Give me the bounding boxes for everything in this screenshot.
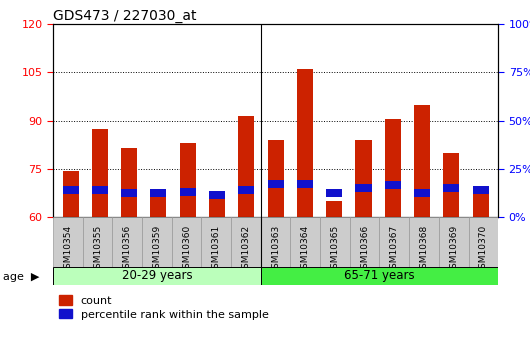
Bar bbox=[83, 217, 112, 267]
Bar bbox=[92, 129, 108, 217]
Bar bbox=[473, 191, 489, 217]
Text: GSM10356: GSM10356 bbox=[123, 225, 131, 274]
Bar bbox=[63, 171, 78, 217]
Text: 65-71 years: 65-71 years bbox=[344, 269, 415, 282]
Bar bbox=[268, 140, 284, 217]
Bar bbox=[443, 153, 460, 217]
Bar bbox=[414, 105, 430, 217]
Bar bbox=[92, 186, 108, 194]
Bar bbox=[356, 184, 372, 193]
Bar bbox=[63, 186, 78, 194]
Bar bbox=[356, 140, 372, 217]
Bar bbox=[121, 189, 137, 197]
Text: GSM10370: GSM10370 bbox=[479, 225, 488, 274]
Bar bbox=[290, 217, 320, 267]
Bar bbox=[201, 217, 231, 267]
Bar bbox=[297, 69, 313, 217]
Bar bbox=[209, 191, 225, 199]
Bar bbox=[443, 184, 460, 193]
Bar bbox=[379, 217, 409, 267]
Bar bbox=[439, 217, 469, 267]
Text: GSM10355: GSM10355 bbox=[93, 225, 102, 274]
Bar bbox=[473, 186, 489, 194]
Text: GSM10354: GSM10354 bbox=[64, 225, 72, 274]
Text: GSM10368: GSM10368 bbox=[420, 225, 428, 274]
Text: GSM10366: GSM10366 bbox=[360, 225, 369, 274]
Text: GSM10362: GSM10362 bbox=[242, 225, 250, 274]
Bar bbox=[151, 190, 166, 217]
Bar bbox=[112, 217, 142, 267]
Text: GSM10361: GSM10361 bbox=[212, 225, 220, 274]
Bar bbox=[326, 189, 342, 197]
Bar bbox=[261, 267, 498, 285]
Bar bbox=[151, 189, 166, 197]
Text: GSM10363: GSM10363 bbox=[271, 225, 280, 274]
Legend: count, percentile rank within the sample: count, percentile rank within the sample bbox=[58, 295, 269, 319]
Text: GSM10365: GSM10365 bbox=[331, 225, 339, 274]
Bar bbox=[53, 217, 83, 267]
Bar bbox=[268, 179, 284, 188]
Text: age  ▶: age ▶ bbox=[3, 272, 39, 282]
Bar bbox=[326, 201, 342, 217]
Bar bbox=[385, 181, 401, 189]
Bar bbox=[320, 217, 350, 267]
Bar bbox=[53, 267, 261, 285]
Text: GSM10364: GSM10364 bbox=[301, 225, 310, 274]
Bar bbox=[297, 179, 313, 188]
Bar bbox=[469, 217, 498, 267]
Bar bbox=[261, 217, 290, 267]
Bar bbox=[121, 148, 137, 217]
Bar bbox=[238, 116, 254, 217]
Bar bbox=[142, 217, 172, 267]
Text: GDS473 / 227030_at: GDS473 / 227030_at bbox=[53, 9, 197, 23]
Bar bbox=[350, 217, 379, 267]
Bar bbox=[209, 193, 225, 217]
Text: GSM10360: GSM10360 bbox=[182, 225, 191, 274]
Text: GSM10369: GSM10369 bbox=[449, 225, 458, 274]
Text: GSM10359: GSM10359 bbox=[153, 225, 161, 274]
Text: GSM10367: GSM10367 bbox=[390, 225, 399, 274]
Text: 20-29 years: 20-29 years bbox=[122, 269, 192, 282]
Bar bbox=[172, 217, 201, 267]
Bar bbox=[409, 217, 439, 267]
Bar bbox=[238, 186, 254, 194]
Bar bbox=[180, 143, 196, 217]
Bar bbox=[414, 189, 430, 197]
Bar bbox=[385, 119, 401, 217]
Bar bbox=[180, 188, 196, 196]
Bar bbox=[231, 217, 261, 267]
